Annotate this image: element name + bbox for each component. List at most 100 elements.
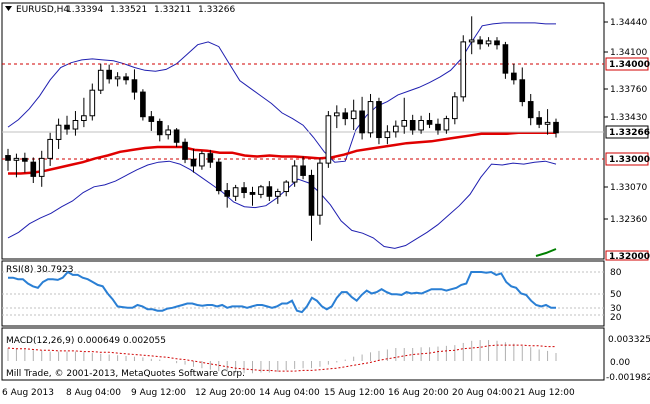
bearish-candle — [148, 116, 155, 122]
candlestick-series — [5, 16, 559, 241]
time-label: 6 Aug 2013 — [2, 388, 54, 398]
time-label: 8 Aug 04:00 — [66, 388, 121, 398]
level-upper-tag-text: 1.34000 — [609, 60, 650, 70]
macd-axis-label: 0.003325 — [608, 335, 650, 345]
bollinger-lower-band — [7, 160, 557, 249]
bullish-candle — [283, 181, 290, 193]
chart-header: EURUSD,H4 1.33394 1.33521 1.33211 1.3326… — [5, 5, 235, 15]
bearish-candle — [190, 158, 197, 167]
bearish-candle — [536, 117, 542, 125]
bearish-candle — [527, 101, 534, 119]
bearish-candle — [22, 157, 28, 162]
bearish-candle — [266, 186, 273, 197]
rsi-title: RSI(8) 30.7923 — [6, 265, 73, 275]
bearish-candle — [182, 141, 188, 160]
bullish-candle — [97, 69, 104, 91]
bearish-candle — [342, 112, 349, 120]
bottom-tag-text: 1.32000 — [609, 252, 650, 262]
bullish-candle — [418, 120, 424, 131]
macd-axis-label: 0.00 — [610, 358, 630, 368]
current-price-tag-text: 1.33266 — [609, 128, 650, 138]
bearish-candle — [300, 165, 306, 176]
macd-axis-label: -0.001982 — [606, 373, 650, 383]
price-panel-frame — [1, 2, 605, 260]
bullish-candle — [401, 120, 408, 127]
bearish-candle — [502, 44, 509, 74]
bullish-candle — [165, 129, 172, 136]
bullish-candle — [325, 115, 332, 164]
time-label: 20 Aug 04:00 — [452, 388, 513, 398]
bearish-candle — [224, 190, 231, 197]
bearish-candle — [308, 174, 315, 216]
bearish-candle — [106, 69, 112, 80]
bearish-candle — [409, 120, 416, 131]
bearish-candle — [477, 39, 483, 45]
price-panel[interactable]: EURUSD,H4 1.33394 1.33521 1.33211 1.3326… — [1, 2, 605, 260]
bullish-candle — [199, 153, 205, 167]
bearish-candle — [494, 40, 500, 46]
bearish-candle — [426, 120, 433, 125]
price-label: 1.33430 — [610, 113, 647, 123]
bullish-candle — [274, 191, 281, 197]
bullish-candle — [291, 165, 298, 183]
header-high: 1.33521 — [110, 5, 147, 15]
level-upper-tag — [605, 57, 649, 71]
bullish-candle — [367, 101, 374, 134]
moving-average-line — [8, 131, 556, 175]
price-label: 1.33760 — [610, 85, 647, 95]
bullish-candle — [384, 131, 391, 139]
bullish-candle — [258, 186, 264, 195]
bullish-candle — [485, 40, 492, 45]
header-symbol: EURUSD,H4 — [16, 5, 69, 15]
bearish-candle — [131, 79, 138, 93]
current-price-tag — [605, 125, 649, 139]
bullish-candle — [13, 157, 20, 161]
bullish-candle — [544, 121, 551, 125]
rsi-panel[interactable]: RSI(8) 30.7923 80 50 30 20 — [1, 260, 622, 327]
time-axis[interactable]: 6 Aug 2013 8 Aug 04:00 9 Aug 12:00 12 Au… — [2, 388, 575, 398]
bearish-candle — [376, 101, 382, 139]
bearish-candle — [173, 129, 180, 143]
bullish-candle — [47, 138, 53, 159]
bearish-candle — [519, 79, 526, 103]
bearish-candle — [241, 187, 247, 193]
bullish-candle — [72, 120, 79, 130]
time-label: 12 Aug 20:00 — [195, 388, 256, 398]
rsi-axis-label: 80 — [610, 268, 622, 278]
copyright-text: Mill Trade, © 2001-2013, MetaQuotes Soft… — [6, 369, 245, 379]
bullish-candle — [81, 115, 87, 121]
bearish-candle — [30, 161, 37, 177]
bearish-candle — [207, 153, 214, 163]
macd-panel-frame — [1, 327, 605, 381]
bearish-candle — [553, 121, 559, 134]
time-label: 16 Aug 20:00 — [388, 388, 449, 398]
time-label: 21 Aug 12:00 — [514, 388, 575, 398]
collapse-triangle-icon[interactable] — [5, 6, 12, 11]
price-axis[interactable]: 1.34440 1.34100 1.33760 1.33430 1.33070 … — [604, 18, 650, 262]
bullish-candle — [460, 41, 467, 98]
bearish-candle — [359, 110, 365, 134]
price-label: 1.34440 — [610, 18, 647, 28]
header-low: 1.33211 — [154, 5, 191, 15]
bullish-candle — [317, 162, 323, 216]
bullish-candle — [232, 187, 239, 197]
macd-panel[interactable]: MACD(12,26,9) 0.000649 0.002055 Mill Tra… — [1, 327, 650, 383]
bullish-candle — [114, 76, 121, 80]
bullish-candle — [350, 110, 357, 120]
time-label: 14 Aug 04:00 — [259, 388, 320, 398]
bearish-candle — [123, 76, 129, 81]
bearish-candle — [64, 124, 70, 130]
header-open: 1.33394 — [66, 5, 103, 15]
bullish-candle — [443, 118, 450, 131]
bottom-tag — [605, 250, 649, 261]
macd-title: MACD(12,26,9) 0.000649 0.002055 — [6, 336, 166, 346]
green-indicator-segment — [535, 248, 557, 257]
level-lower-tag-text: 1.33000 — [609, 155, 650, 165]
price-label: 1.32360 — [610, 215, 647, 225]
rsi-axis-label: 30 — [610, 304, 622, 314]
rsi-axis-label: 20 — [610, 313, 622, 323]
bullish-candle — [55, 124, 62, 140]
